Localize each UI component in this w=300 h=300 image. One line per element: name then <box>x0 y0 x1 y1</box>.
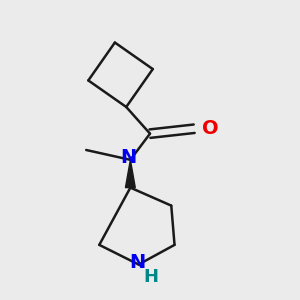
Text: N: N <box>121 148 137 167</box>
Text: O: O <box>202 119 219 138</box>
Polygon shape <box>125 160 135 188</box>
Text: H: H <box>143 268 158 286</box>
Text: N: N <box>129 254 145 272</box>
